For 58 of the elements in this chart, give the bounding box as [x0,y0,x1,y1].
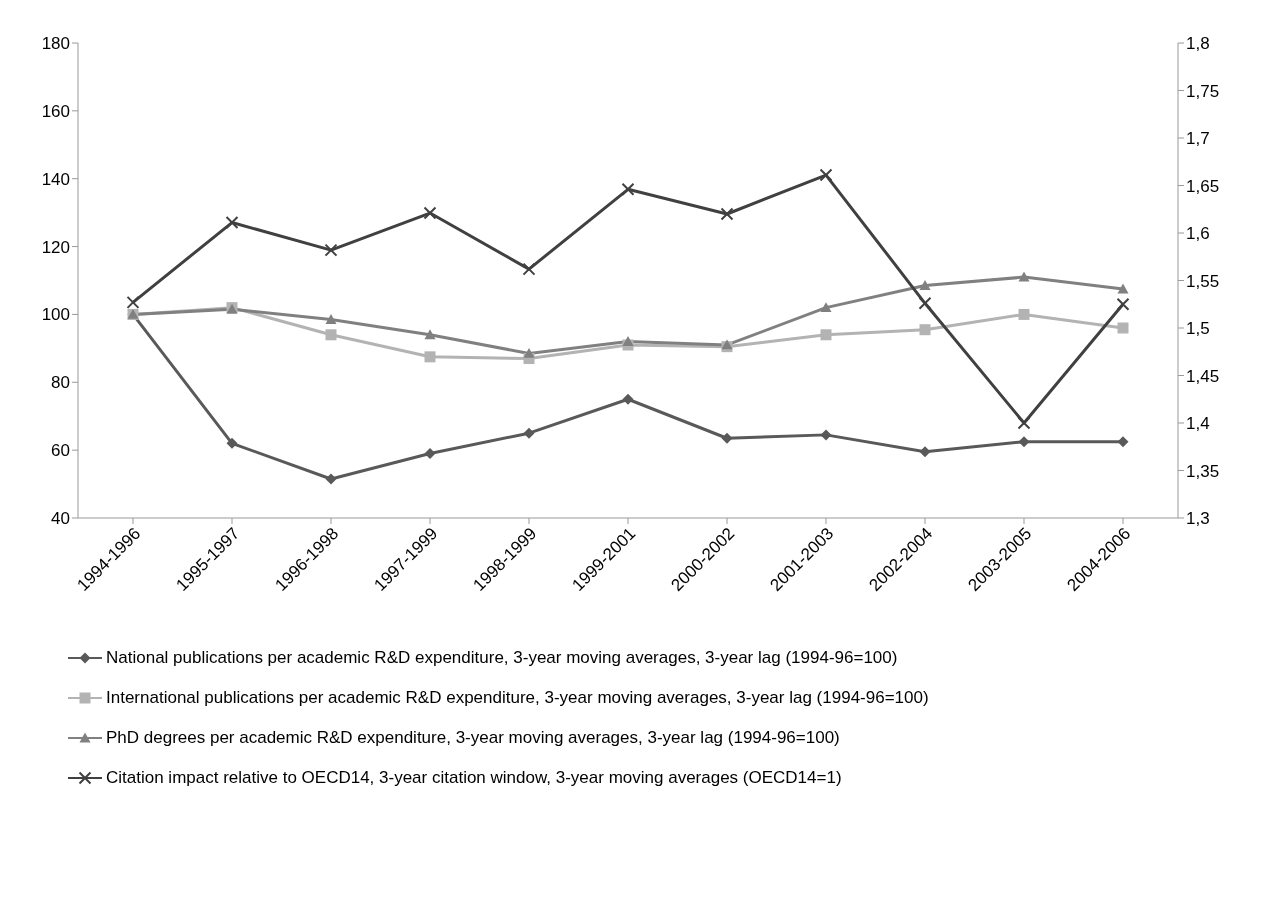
point [1018,436,1030,448]
point [324,243,338,257]
point [918,296,932,310]
y-tick-label: 140 [41,169,70,189]
point [424,351,436,363]
point [325,314,337,324]
point [819,168,833,182]
point [820,429,832,441]
y2-tick-label: 1,55 [1186,271,1220,291]
y2-tick-label: 1,75 [1186,81,1220,101]
point [820,329,832,341]
y2-tick-label: 1,8 [1186,34,1210,54]
legend-label: PhD degrees per academic R&D expenditure, 3-year moving averages, 3-year lag (1994-96=100) [106,728,840,748]
y-tick-label: 40 [51,509,70,529]
point [325,473,337,485]
point [720,207,734,221]
point [622,336,634,346]
point [1117,322,1129,334]
y-tick-label: 160 [41,101,70,121]
y2-tick-label: 1,7 [1186,129,1210,149]
y2-tick-label: 1,3 [1186,509,1210,529]
point [226,437,238,449]
point [919,324,931,336]
y-tick-label: 80 [51,373,70,393]
point [423,206,437,220]
point [126,295,140,309]
point [424,448,436,460]
y2-tick-label: 1,6 [1186,224,1210,244]
point [1117,436,1129,448]
point [721,432,733,444]
point [919,280,931,290]
point [621,182,635,196]
point [1018,271,1030,282]
point [1116,297,1130,311]
point [1018,308,1030,320]
legend-label: International publications per academic R&D expenditure, 3-year moving averages, 3-year lag (1994-96=100) [106,688,929,708]
y-tick-label: 60 [51,441,70,461]
point [325,329,337,341]
point [622,393,634,405]
y-tick-label: 180 [41,34,70,54]
point [522,262,536,276]
legend-label: National publications per academic R&D expenditure, 3-year moving averages, 3-year lag (1994-96=100) [106,648,898,668]
point [424,329,436,340]
y2-tick-label: 1,5 [1186,319,1210,339]
point [523,427,535,439]
y-tick-label: 100 [41,305,70,325]
y2-tick-label: 1,4 [1186,414,1210,434]
y2-tick-label: 1,35 [1186,461,1220,481]
y2-tick-label: 1,65 [1186,176,1220,196]
point [820,302,832,313]
y-tick-label: 120 [41,237,70,257]
point [225,216,239,230]
point [919,446,931,458]
point [1117,283,1129,294]
point [523,347,535,358]
point [1017,416,1031,430]
legend-label: Citation impact relative to OECD14, 3-year citation window, 3-year moving averages (OECD14=1) [106,768,842,788]
y2-tick-label: 1,45 [1186,366,1220,386]
